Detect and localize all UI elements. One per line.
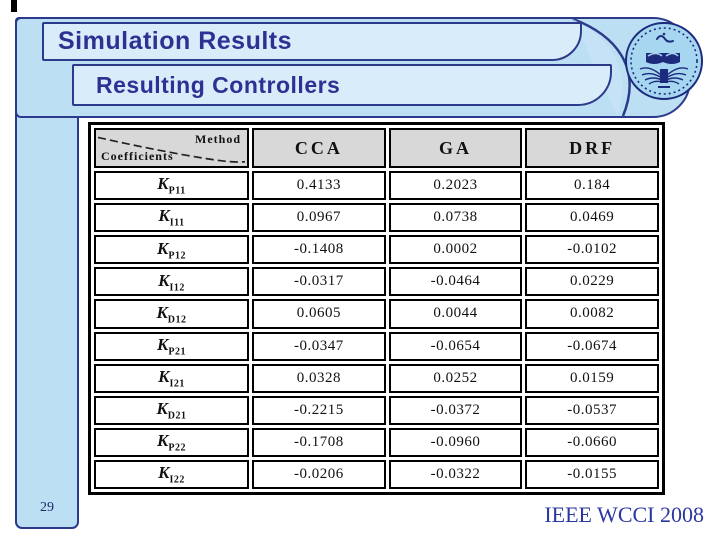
value-cell-drf: 0.0469 xyxy=(525,203,659,233)
value-cell-ga: 0.2023 xyxy=(388,171,523,201)
coefficient-label-cell: KI21 xyxy=(94,363,249,393)
value-cell-cca: 0.0967 xyxy=(252,203,386,233)
corner-coefficients-label: Coefficients xyxy=(101,149,174,163)
university-logo-icon xyxy=(625,22,703,100)
value-cell-drf: 0.184 xyxy=(525,171,659,201)
value-cell-ga: 0.0002 xyxy=(388,235,523,265)
value-cell-drf: 0.0159 xyxy=(525,363,659,393)
diagonal-divider xyxy=(97,136,246,163)
value-cell-ga: 0.0044 xyxy=(388,299,523,329)
coefficient-symbol: KI22 xyxy=(158,463,185,486)
coefficient-label-cell: KP11 xyxy=(94,171,249,201)
value-cell-drf: -0.0674 xyxy=(525,331,659,361)
coefficient-label-cell: KD12 xyxy=(94,299,249,329)
method-header-drf: DRF xyxy=(525,128,659,168)
value-cell-drf: 0.0082 xyxy=(525,299,659,329)
value-cell-cca: -0.0206 xyxy=(252,459,386,489)
value-cell-ga: -0.0960 xyxy=(388,427,523,457)
coefficient-label-cell: KI22 xyxy=(94,459,249,489)
value-cell-ga: -0.0322 xyxy=(388,459,523,489)
coefficient-label-cell: KP12 xyxy=(94,235,249,265)
coefficient-label-cell: KD21 xyxy=(94,395,249,425)
corner-method-label: Method xyxy=(195,132,241,146)
value-cell-cca: -0.0317 xyxy=(252,267,386,297)
slide-corner-mark xyxy=(11,0,17,12)
value-cell-ga: 0.0738 xyxy=(388,203,523,233)
method-header-cca: CCA xyxy=(252,128,386,168)
value-cell-cca: 0.4133 xyxy=(252,171,386,201)
value-cell-drf: -0.0537 xyxy=(525,395,659,425)
table-corner-cell: Method Coefficients xyxy=(94,128,249,168)
slide-subtitle: Resulting Controllers xyxy=(96,71,341,98)
value-cell-cca: -0.0347 xyxy=(252,331,386,361)
value-cell-cca: -0.1708 xyxy=(252,427,386,457)
value-cell-drf: -0.0660 xyxy=(525,427,659,457)
slide-title: Simulation Results xyxy=(58,27,293,55)
coefficient-symbol: KD21 xyxy=(156,399,187,422)
coefficient-symbol: KI11 xyxy=(158,206,185,229)
coefficient-symbol: KP11 xyxy=(157,174,186,197)
method-header-ga: GA xyxy=(388,128,523,168)
value-cell-ga: 0.0252 xyxy=(388,363,523,393)
conference-footer: IEEE WCCI 2008 xyxy=(544,502,704,527)
value-cell-cca: -0.1408 xyxy=(252,235,386,265)
coefficient-symbol: KP22 xyxy=(157,431,186,454)
coefficient-symbol: KP21 xyxy=(157,334,186,358)
page-number: 29 xyxy=(40,500,54,515)
value-cell-cca: -0.2215 xyxy=(252,395,386,425)
coefficient-label-cell: KI11 xyxy=(94,203,249,233)
value-cell-ga: -0.0654 xyxy=(388,331,523,361)
value-cell-cca: 0.0605 xyxy=(252,299,386,329)
coefficient-label-cell: KP22 xyxy=(94,427,249,457)
coefficient-symbol: KI12 xyxy=(158,270,185,294)
value-cell-ga: -0.0372 xyxy=(388,395,523,425)
coefficient-symbol: KI21 xyxy=(158,366,185,390)
coefficient-label-cell: KP21 xyxy=(94,331,249,361)
coefficient-label-cell: KI12 xyxy=(94,267,249,297)
slide-title-box: Simulation Results xyxy=(42,22,582,61)
coefficient-symbol: KP12 xyxy=(157,238,186,261)
value-cell-drf: -0.0155 xyxy=(525,459,659,489)
value-cell-drf: 0.0229 xyxy=(525,267,659,297)
coefficient-symbol: KD12 xyxy=(156,302,187,326)
controller-coefficients-table: Method Coefficients CCA GA DRF KP11 0.4133 0.… xyxy=(88,122,665,495)
value-cell-drf: -0.0102 xyxy=(525,235,659,265)
value-cell-ga: -0.0464 xyxy=(388,267,523,297)
value-cell-cca: 0.0328 xyxy=(252,363,386,393)
slide-subtitle-box: Resulting Controllers xyxy=(72,64,612,106)
